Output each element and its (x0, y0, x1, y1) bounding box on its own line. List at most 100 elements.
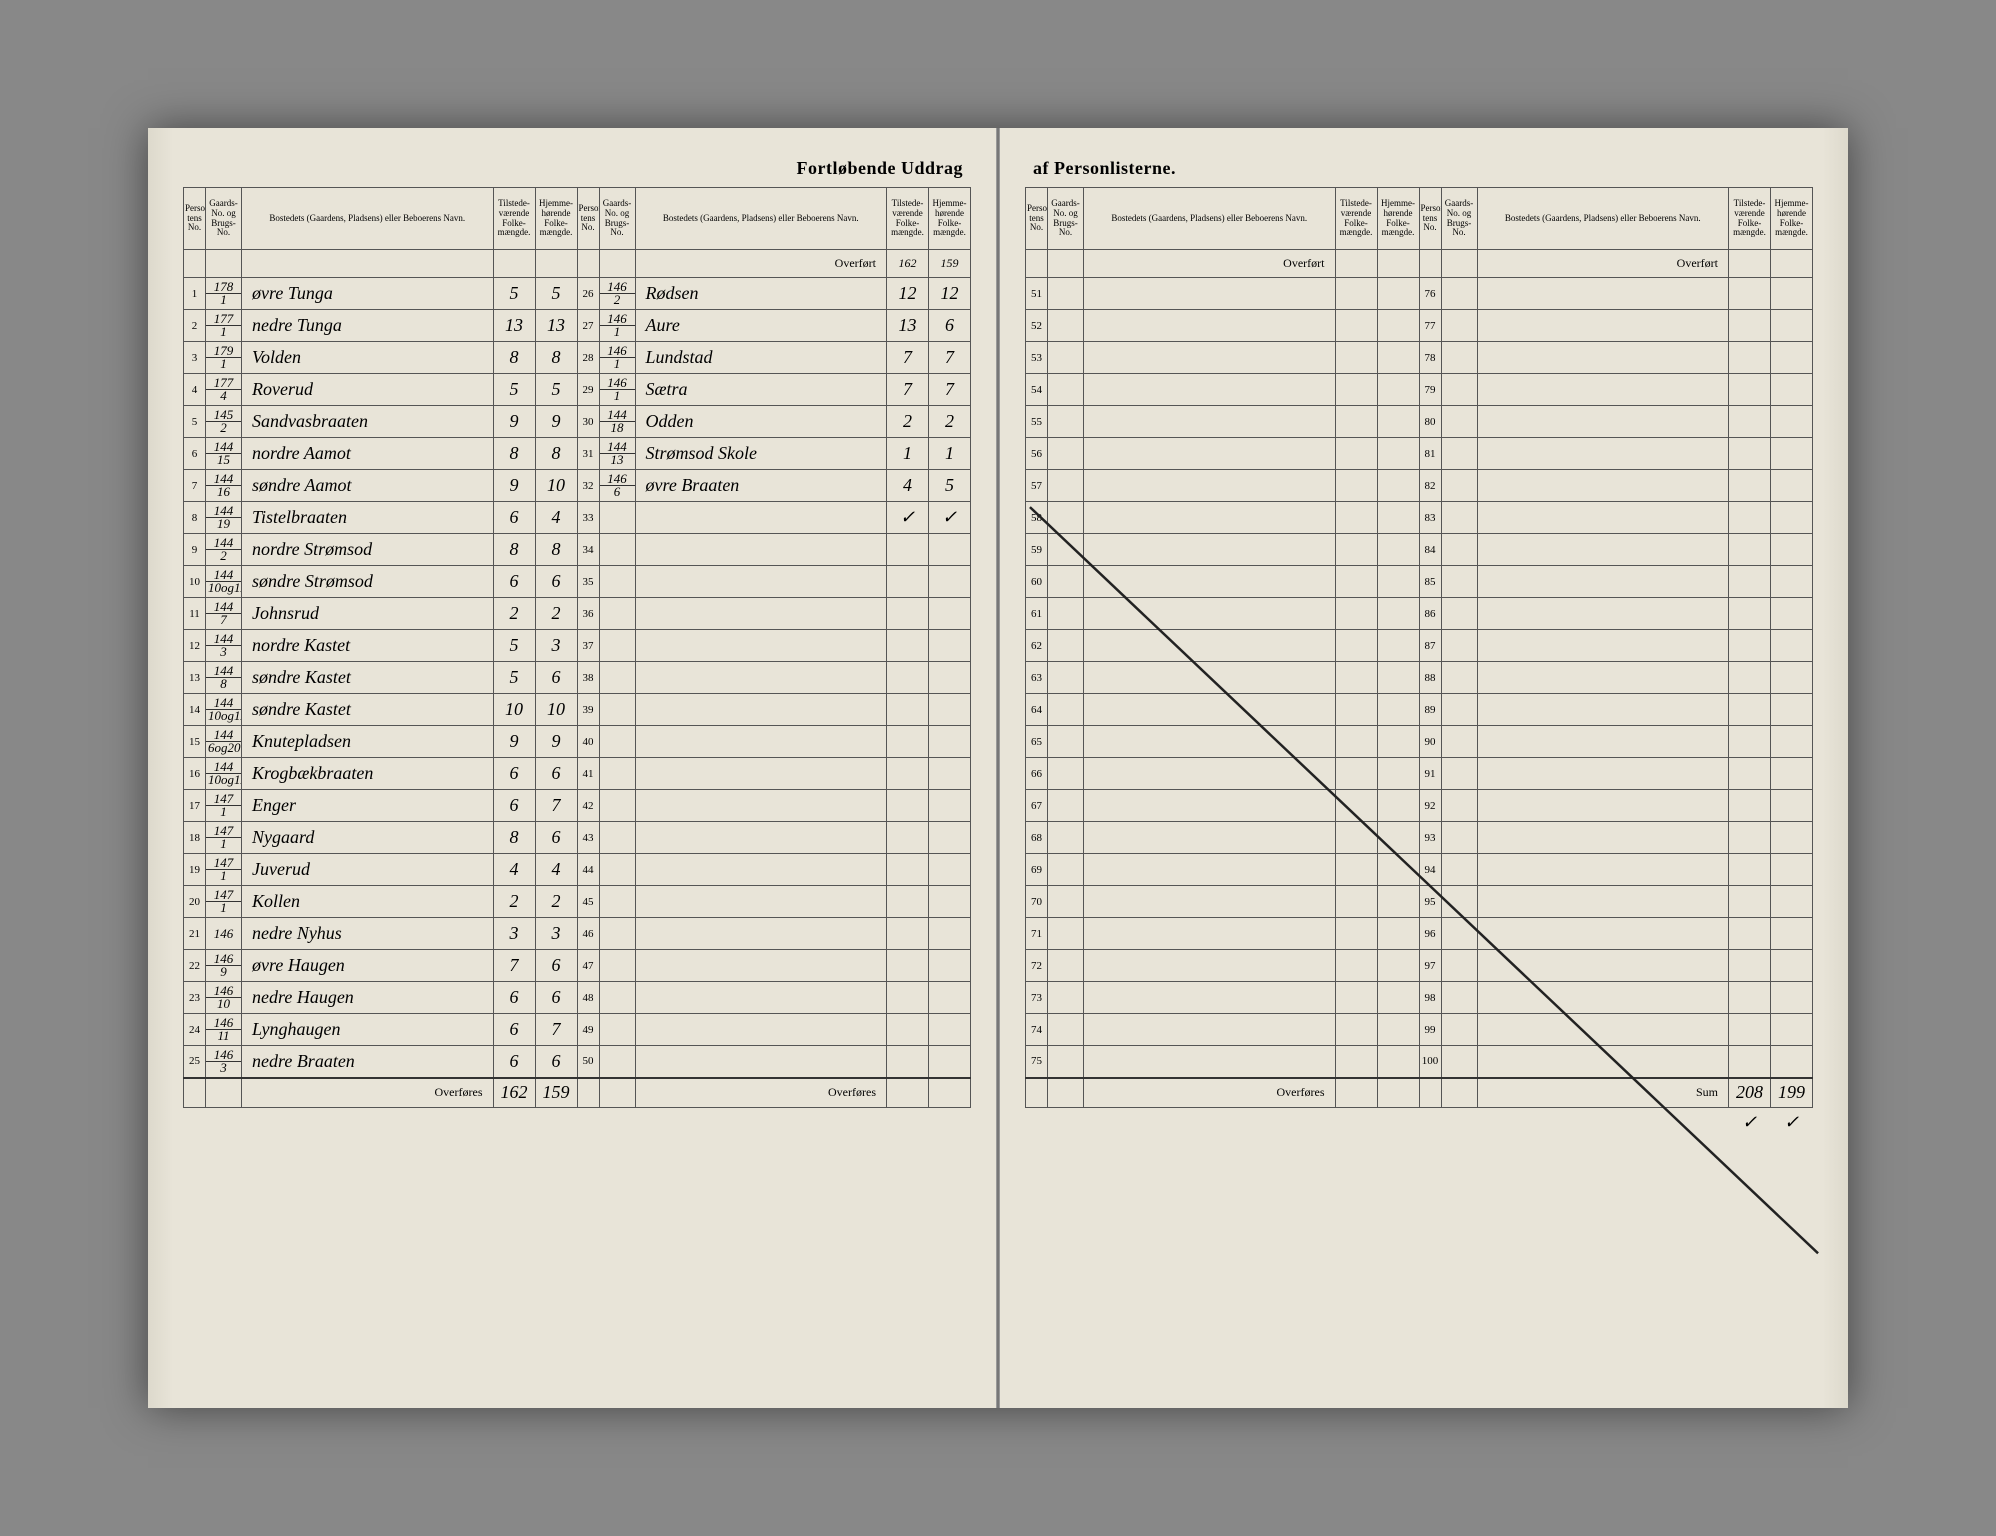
gaard-no: 14415 (206, 438, 242, 470)
h-personlist: Personlis- tens No. (577, 188, 599, 250)
row-no: 78 (1419, 342, 1441, 374)
check-row: ✓✓ (1026, 1108, 1813, 1138)
tilstede: 4 (493, 854, 535, 886)
table-row: 2314610nedre Haugen6648 (184, 982, 971, 1014)
right-page: af Personlisterne. Personlis- tens No. G… (1000, 128, 1848, 1408)
final-check: ✓ (1771, 1108, 1813, 1138)
table-row: 7297 (1026, 950, 1813, 982)
bosted-name: Tistelbraaten (242, 502, 494, 534)
row-no: 54 (1026, 374, 1048, 406)
row-no: 28 (577, 342, 599, 374)
table-row: 5681 (1026, 438, 1813, 470)
bosted-name: nordre Aamot (242, 438, 494, 470)
tilstede: 13 (887, 310, 929, 342)
gaard-no: 14610 (206, 982, 242, 1014)
gaard-no: 14410og11 (206, 694, 242, 726)
row-no: 26 (577, 278, 599, 310)
tilstede: 6 (493, 1014, 535, 1046)
row-no: 65 (1026, 726, 1048, 758)
row-no: 92 (1419, 790, 1441, 822)
hjemme: 1 (929, 438, 971, 470)
row-no: 3 (184, 342, 206, 374)
gaard-no: 1446og20 (206, 726, 242, 758)
row-no: 86 (1419, 598, 1441, 630)
h-personlist: Personlis- tens No. (1026, 188, 1048, 250)
table-row: 6388 (1026, 662, 1813, 694)
table-row: 6085 (1026, 566, 1813, 598)
row-no: 23 (184, 982, 206, 1014)
page-title-left: Fortløbende Uddrag (183, 158, 971, 179)
row-no: 25 (184, 1046, 206, 1078)
tilstede: 5 (493, 278, 535, 310)
ledger-table-right: Personlis- tens No. Gaards- No. og Brugs… (1025, 187, 1813, 1138)
tilstede: 2 (887, 406, 929, 438)
row-no: 62 (1026, 630, 1048, 662)
table-row: 614415nordre Aamot883114413Strømsod Skol… (184, 438, 971, 470)
table-row: 6489 (1026, 694, 1813, 726)
table-row: 6792 (1026, 790, 1813, 822)
table-row: 251463nedre Braaten6650 (184, 1046, 971, 1078)
bosted-name: Odden (635, 406, 887, 438)
overfort-label: Overført (635, 250, 887, 278)
row-no: 6 (184, 438, 206, 470)
gaard-no: 146 (206, 918, 242, 950)
hjemme: 6 (535, 982, 577, 1014)
bosted-name: søndre Aamot (242, 470, 494, 502)
hjemme: 5 (535, 278, 577, 310)
hjemme: 6 (929, 310, 971, 342)
table-row: 7095 (1026, 886, 1813, 918)
row-no: 8 (184, 502, 206, 534)
row-no: 18 (184, 822, 206, 854)
sum-h: 159 (535, 1078, 577, 1108)
gaard-no: 14416 (206, 470, 242, 502)
h-hjemme: Hjemme- hørende Folke- mængde. (929, 188, 971, 250)
table-row: 31791Volden88281461Lundstad77 (184, 342, 971, 374)
check-t: ✓ (887, 502, 929, 534)
gaard-no: 1461 (599, 310, 635, 342)
row-no: 95 (1419, 886, 1441, 918)
tilstede: 2 (493, 886, 535, 918)
hjemme: 5 (535, 374, 577, 406)
gaard-no: 1471 (206, 822, 242, 854)
gaard-no: 1461 (599, 342, 635, 374)
row-no: 80 (1419, 406, 1441, 438)
gaard-no: 1443 (206, 630, 242, 662)
bosted-name: øvre Tunga (242, 278, 494, 310)
row-no: 13 (184, 662, 206, 694)
overfort-h: 159 (929, 250, 971, 278)
row-no: 74 (1026, 1014, 1048, 1046)
tilstede: 9 (493, 726, 535, 758)
left-page: Fortløbende Uddrag Personlis- tens No. G… (148, 128, 996, 1408)
row-no: 94 (1419, 854, 1441, 886)
row-no: 85 (1419, 566, 1441, 598)
overfort-row: OverførtOverført (1026, 250, 1813, 278)
gaard-no: 14410og11 (206, 566, 242, 598)
final-check: ✓ (1729, 1108, 1771, 1138)
tilstede: 12 (887, 278, 929, 310)
hjemme: 6 (535, 1046, 577, 1078)
bosted-name: nedre Tunga (242, 310, 494, 342)
overfort-t: 162 (887, 250, 929, 278)
gaard-no: 1471 (206, 790, 242, 822)
hjemme: 6 (535, 822, 577, 854)
table-row: 6893 (1026, 822, 1813, 854)
h-bosted: Bostedets (Gaardens, Pladsens) eller Beb… (1477, 188, 1729, 250)
h-personlist: Personlis- tens No. (184, 188, 206, 250)
table-row: 201471Kollen2245 (184, 886, 971, 918)
hjemme: 8 (535, 438, 577, 470)
row-no: 12 (184, 630, 206, 662)
hjemme: 10 (535, 470, 577, 502)
hjemme: 7 (929, 342, 971, 374)
final-sum-t: 208 (1729, 1078, 1771, 1108)
tilstede: 6 (493, 790, 535, 822)
row-no: 97 (1419, 950, 1441, 982)
table-row: 221469øvre Haugen7647 (184, 950, 971, 982)
row-no: 93 (1419, 822, 1441, 854)
row-no: 88 (1419, 662, 1441, 694)
tilstede: 8 (493, 534, 535, 566)
hjemme: 5 (929, 470, 971, 502)
bosted-name: Knutepladsen (242, 726, 494, 758)
gaard-no: 1466 (599, 470, 635, 502)
bosted-name: Lynghaugen (242, 1014, 494, 1046)
row-no: 14 (184, 694, 206, 726)
